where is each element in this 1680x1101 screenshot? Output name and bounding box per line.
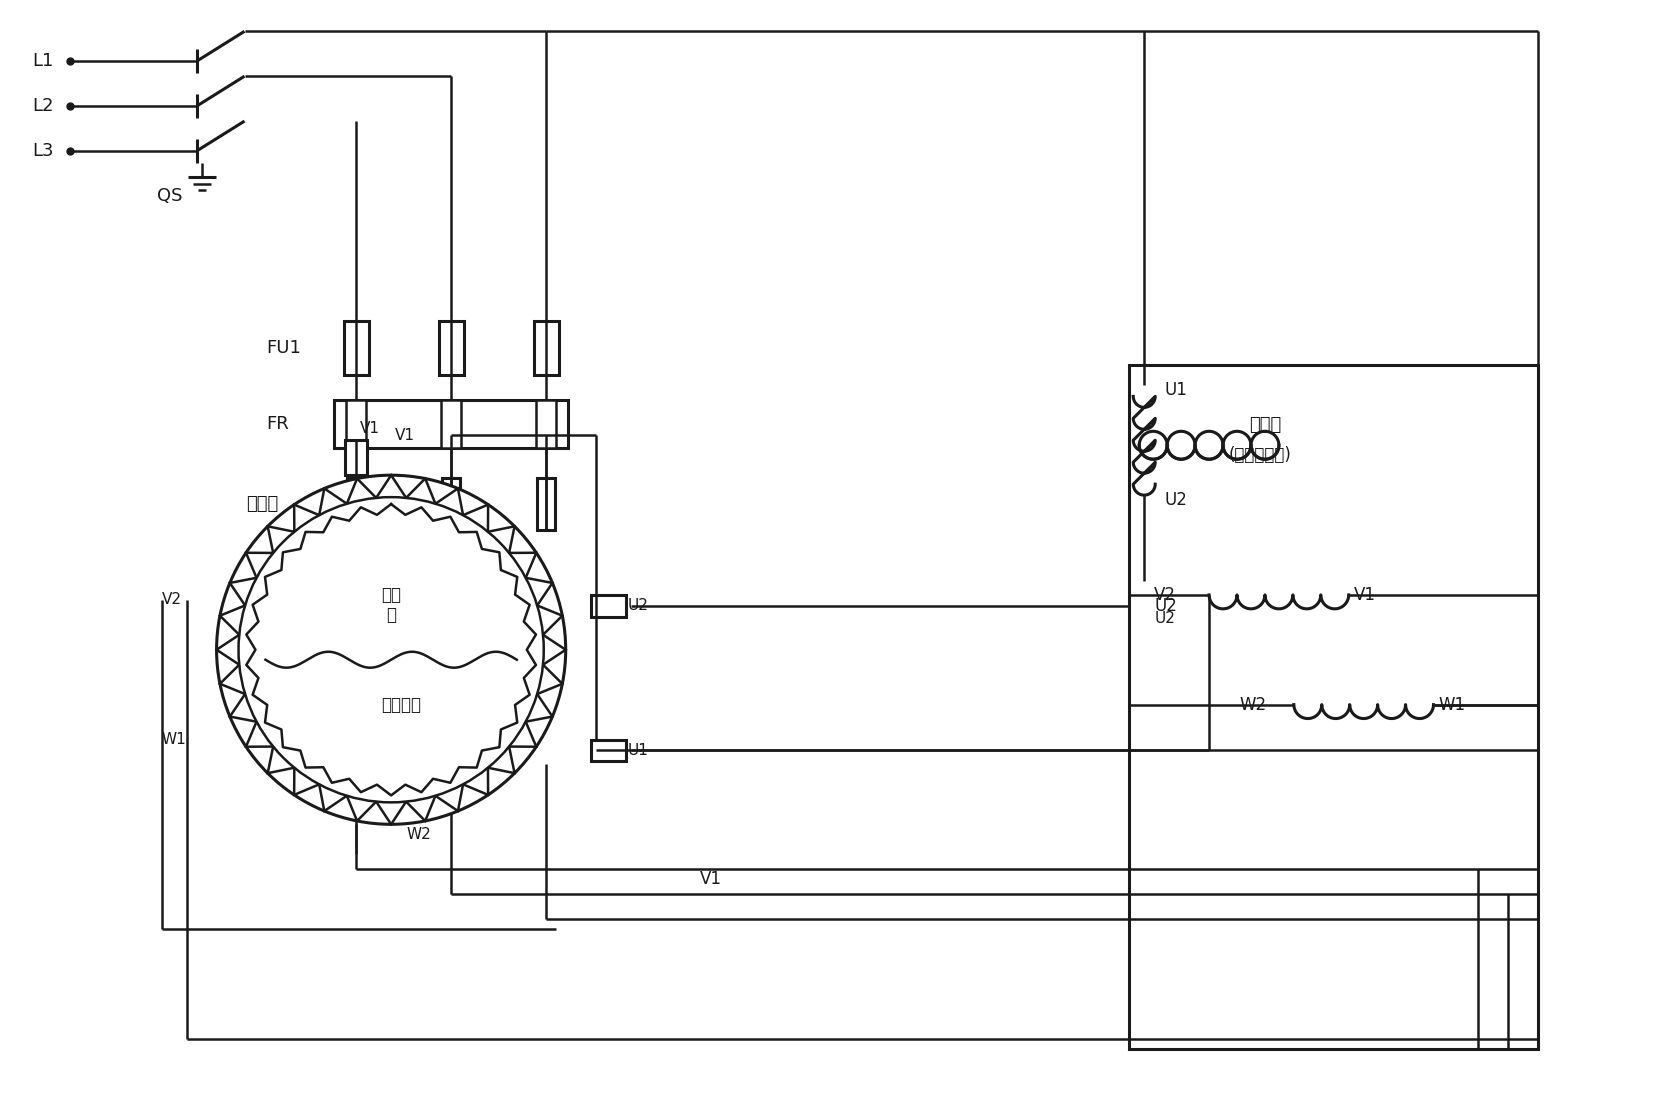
Text: U2: U2 <box>628 598 648 613</box>
Bar <box>1129 366 1539 1049</box>
Bar <box>438 320 464 375</box>
Text: U2: U2 <box>1154 611 1174 625</box>
Text: (即定子绕组): (即定子绕组) <box>1230 446 1292 465</box>
Bar <box>442 401 460 448</box>
Bar <box>536 401 556 448</box>
Circle shape <box>1168 432 1194 459</box>
Text: V1: V1 <box>395 428 415 443</box>
Text: QS: QS <box>156 187 181 205</box>
Text: V2: V2 <box>1154 586 1176 603</box>
Text: 副绕组: 副绕组 <box>1248 416 1282 434</box>
Text: 调节绕组: 调节绕组 <box>381 696 422 713</box>
Circle shape <box>1223 432 1252 459</box>
Bar <box>591 595 625 617</box>
Text: V1: V1 <box>701 870 722 889</box>
Bar <box>346 401 366 448</box>
Bar <box>591 740 625 762</box>
Text: L3: L3 <box>32 142 54 160</box>
Text: W1: W1 <box>161 732 186 746</box>
Bar <box>348 478 365 530</box>
Text: 集电环: 集电环 <box>247 495 279 513</box>
Bar <box>346 440 368 476</box>
Bar <box>442 478 460 530</box>
Text: U2: U2 <box>1154 597 1178 614</box>
Text: U1: U1 <box>628 743 648 757</box>
Text: FR: FR <box>267 415 289 434</box>
Text: L2: L2 <box>32 97 54 116</box>
Text: W1: W1 <box>1438 696 1465 713</box>
Text: V1: V1 <box>360 421 380 436</box>
Text: L1: L1 <box>32 52 54 70</box>
Bar <box>334 401 568 448</box>
Text: 主绕: 主绕 <box>381 586 402 603</box>
Circle shape <box>239 498 544 803</box>
Circle shape <box>1194 432 1223 459</box>
Text: FU1: FU1 <box>267 338 301 357</box>
Text: W2: W2 <box>407 827 430 842</box>
Text: W2: W2 <box>1238 696 1267 713</box>
Text: U1: U1 <box>1164 381 1188 400</box>
Bar <box>538 478 554 530</box>
Circle shape <box>1252 432 1278 459</box>
Text: U2: U2 <box>1164 491 1188 509</box>
Text: V2: V2 <box>161 592 181 608</box>
Circle shape <box>1139 432 1168 459</box>
Bar <box>344 320 370 375</box>
Circle shape <box>217 476 566 825</box>
Bar <box>534 320 559 375</box>
Text: 组: 组 <box>386 606 396 624</box>
Text: V1: V1 <box>1354 586 1376 603</box>
